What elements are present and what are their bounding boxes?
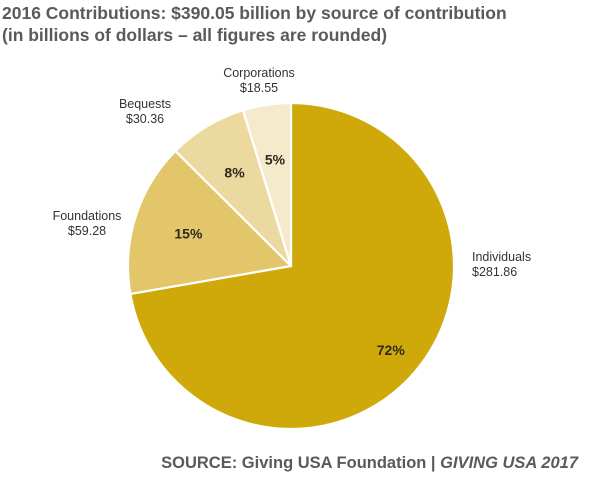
slice-bequests-value-label: $30.36 [126, 112, 164, 126]
source-prefix: SOURCE: Giving USA Foundation | [161, 454, 441, 472]
slice-individuals-percent-label: 72% [377, 342, 406, 358]
slice-individuals-name-label: Individuals [472, 250, 531, 264]
chart-title: 2016 Contributions: $390.05 billion by s… [2, 2, 507, 46]
slice-individuals [129, 101, 456, 431]
title-line-2: (in billions of dollars – all figures ar… [2, 25, 388, 45]
slice-corporations-value-label: $18.55 [240, 81, 278, 95]
slice-foundations-value-label: $59.28 [68, 224, 106, 238]
slice-foundations [126, 149, 293, 295]
slice-bequests-name-label: Bequests [119, 97, 171, 111]
slice-corporations-name-label: Corporations [223, 66, 295, 80]
source-credit: SOURCE: Giving USA Foundation | GIVING U… [161, 454, 578, 473]
source-publication: GIVING USA 2017 [440, 454, 578, 472]
slice-foundations-percent-label: 15% [174, 226, 203, 242]
slice-corporations [241, 101, 293, 268]
slice-individuals-value-label: $281.86 [472, 265, 517, 279]
slice-bequests-percent-label: 8% [224, 165, 245, 181]
slice-corporations-percent-label: 5% [265, 152, 286, 168]
title-line-1: 2016 Contributions: $390.05 billion by s… [2, 3, 507, 23]
slice-foundations-name-label: Foundations [53, 209, 122, 223]
